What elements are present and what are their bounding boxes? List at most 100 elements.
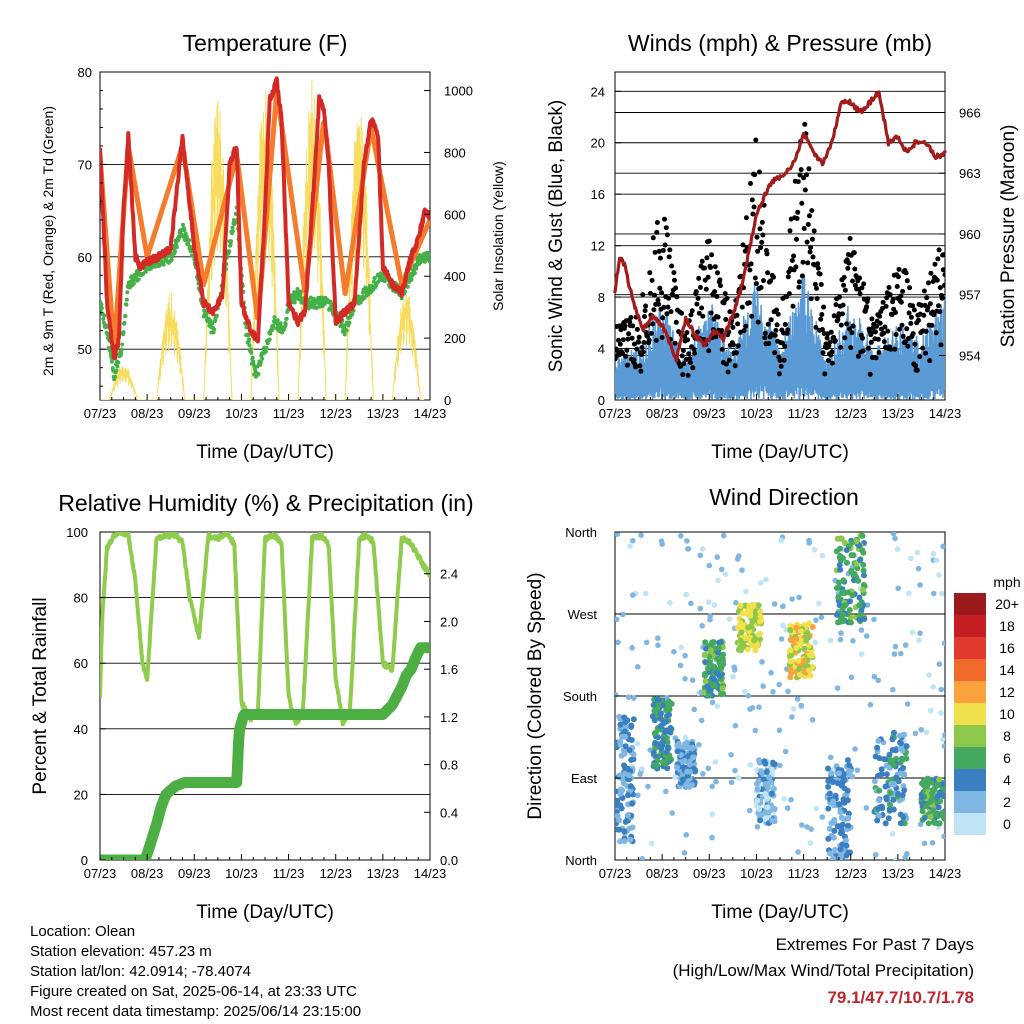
gust-point: [910, 331, 916, 337]
gust-point: [659, 335, 665, 340]
dewpoint-point: [116, 360, 121, 365]
dewpoint-point: [298, 289, 303, 294]
direction-point: [740, 610, 746, 617]
direction-point: [616, 772, 623, 779]
direction-point: [851, 571, 858, 577]
direction-point: [709, 811, 715, 817]
gust-point: [886, 285, 892, 290]
direction-point: [739, 567, 745, 573]
gust-point: [715, 314, 721, 320]
direction-point: [936, 661, 943, 667]
direction-point: [658, 745, 665, 752]
direction-point: [756, 704, 762, 710]
gust-point: [910, 303, 916, 309]
direction-point: [618, 752, 625, 759]
gust-point: [704, 255, 710, 261]
gust-point: [668, 309, 674, 315]
direction-point: [825, 835, 832, 842]
direction-point: [827, 754, 834, 761]
direction-point: [934, 793, 941, 800]
direction-point: [788, 796, 794, 803]
gust-point: [795, 209, 801, 215]
direction-point: [734, 556, 741, 562]
gust-point: [774, 322, 780, 328]
gust-point: [840, 302, 846, 308]
speed-legend-swatch: [954, 593, 986, 615]
dewpoint-point: [409, 277, 414, 282]
direction-point: [754, 641, 761, 648]
gust-point: [903, 270, 909, 276]
gust-point: [665, 304, 671, 310]
gust-point: [690, 365, 696, 371]
gust-point: [927, 358, 933, 364]
direction-point: [619, 733, 626, 740]
gust-point: [759, 219, 765, 225]
direction-point: [801, 657, 808, 664]
gust-point: [771, 274, 776, 280]
speed-legend-swatch: [954, 615, 986, 637]
direction-point: [645, 783, 651, 790]
direction-point: [887, 802, 893, 808]
direction-point: [686, 761, 693, 768]
speed-legend-swatch: [954, 681, 986, 703]
direction-point: [839, 611, 846, 618]
direction-point: [904, 701, 911, 707]
gust-point: [774, 307, 779, 313]
dir-x-tick-label: 08/23: [646, 866, 679, 881]
dewpoint-point: [122, 320, 127, 325]
dir-y-tick-label: North: [565, 525, 597, 540]
direction-point: [769, 817, 775, 824]
direction-point: [708, 647, 714, 654]
direction-point: [678, 533, 684, 539]
gust-point: [669, 263, 675, 269]
direction-point: [692, 768, 698, 775]
direction-point: [657, 715, 664, 722]
direction-point: [931, 818, 937, 825]
gust-point: [907, 285, 913, 291]
direction-point: [737, 647, 744, 654]
direction-point: [849, 773, 856, 780]
wind-x-tick-label: 12/23: [834, 406, 867, 421]
direction-chart-title: Wind Direction: [709, 484, 859, 510]
solar-y2-tick-label: 800: [444, 145, 466, 160]
dewpoint-point: [428, 259, 430, 264]
direction-point: [784, 805, 791, 811]
direction-point: [809, 717, 816, 723]
gust-point: [649, 277, 655, 283]
gust-point: [664, 232, 670, 238]
direction-point: [706, 599, 712, 605]
gust-point: [832, 338, 838, 344]
direction-point: [778, 537, 785, 544]
direction-point: [737, 602, 744, 609]
direction-point: [917, 630, 923, 636]
direction-point: [931, 590, 937, 597]
direction-point: [666, 755, 672, 762]
gust-point: [898, 299, 904, 305]
direction-point: [663, 718, 670, 725]
gust-point: [875, 336, 881, 342]
gust-point: [688, 312, 694, 318]
gust-point: [859, 285, 865, 291]
temp-y-tick-label: 60: [78, 250, 92, 265]
direction-point: [635, 664, 641, 670]
direction-point: [826, 790, 833, 797]
gust-point: [867, 371, 873, 377]
direction-point: [940, 543, 945, 550]
direction-point: [756, 757, 762, 764]
gust-point: [743, 323, 749, 329]
direction-point: [719, 685, 726, 692]
gust-point: [722, 291, 728, 297]
gust-point: [730, 324, 736, 330]
direction-point: [891, 651, 898, 657]
gust-point: [868, 339, 874, 345]
direction-point: [761, 758, 768, 765]
gust-point: [937, 309, 943, 315]
gust-point: [689, 308, 695, 314]
direction-point: [663, 707, 670, 714]
direction-point: [651, 761, 658, 768]
info-location: Location: Olean: [30, 923, 136, 940]
direction-point: [805, 642, 812, 649]
gust-point: [685, 372, 691, 378]
direction-point: [917, 582, 923, 588]
direction-point: [737, 620, 744, 626]
